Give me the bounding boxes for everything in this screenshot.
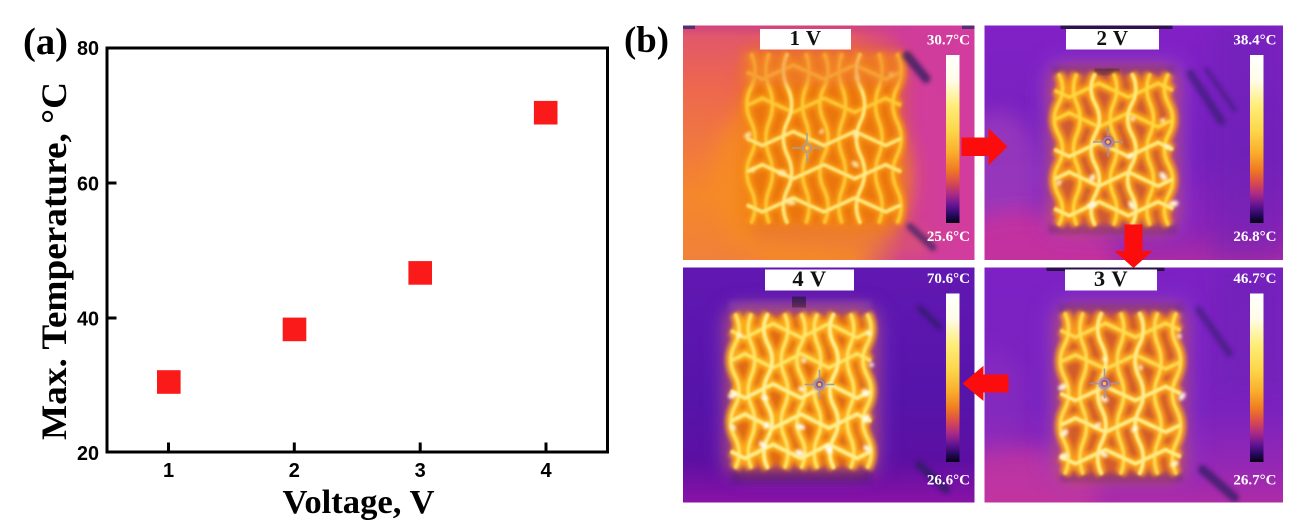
svg-text:3 V: 3 V — [1094, 266, 1128, 291]
svg-text:1: 1 — [163, 460, 174, 482]
svg-text:4: 4 — [540, 460, 552, 482]
svg-text:(a): (a) — [23, 21, 68, 63]
svg-text:70.6°C: 70.6°C — [927, 271, 970, 287]
svg-text:80: 80 — [77, 38, 99, 60]
svg-text:38.4°C: 38.4°C — [1233, 32, 1276, 48]
svg-text:(b): (b) — [624, 20, 669, 61]
svg-text:26.7°C: 26.7°C — [1233, 473, 1276, 489]
svg-text:3: 3 — [415, 460, 426, 482]
svg-text:40: 40 — [77, 309, 99, 331]
svg-text:Max. Temperature, °C: Max. Temperature, °C — [34, 82, 74, 440]
svg-text:2: 2 — [289, 460, 300, 482]
svg-text:30.7°C: 30.7°C — [927, 32, 970, 48]
svg-text:4 V: 4 V — [792, 266, 826, 291]
svg-text:25.6°C: 25.6°C — [927, 229, 970, 245]
svg-text:60: 60 — [77, 174, 99, 196]
svg-text:2 V: 2 V — [1096, 26, 1128, 50]
svg-text:Voltage, V: Voltage, V — [283, 484, 435, 521]
svg-text:26.6°C: 26.6°C — [927, 473, 970, 489]
svg-text:26.8°C: 26.8°C — [1233, 229, 1276, 245]
svg-text:1 V: 1 V — [789, 26, 821, 50]
svg-text:20: 20 — [77, 443, 99, 465]
svg-text:46.7°C: 46.7°C — [1233, 271, 1276, 287]
